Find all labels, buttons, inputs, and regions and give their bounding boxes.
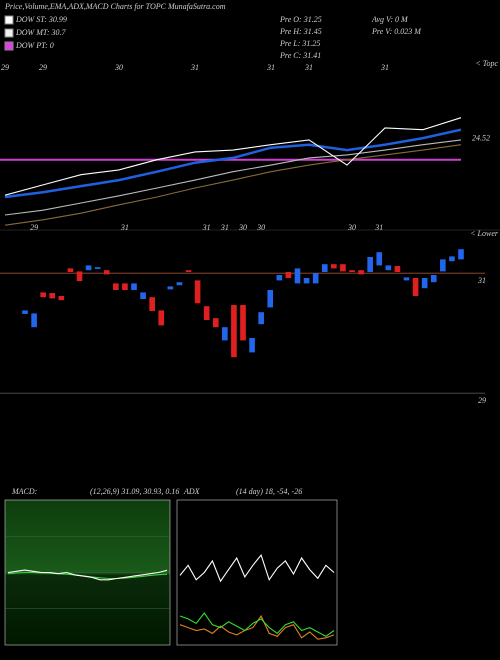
annotation: < Lower	[470, 229, 499, 238]
candle-body	[294, 268, 301, 284]
candle-body	[176, 282, 183, 286]
candle-body	[276, 275, 283, 281]
candle-body	[303, 278, 310, 284]
candle-body	[358, 270, 364, 275]
series-line	[179, 612, 335, 637]
info-text: Avg V: 0 M	[371, 15, 409, 24]
candle-body	[240, 305, 246, 341]
info-text: Pre H: 31.45	[279, 27, 322, 36]
legend-swatch	[4, 28, 14, 38]
candle-body	[403, 277, 410, 281]
candle-body	[394, 266, 401, 272]
x-tick-label: 31	[304, 63, 313, 72]
series-line	[7, 569, 168, 581]
candle-body	[231, 305, 237, 358]
legend-swatch	[4, 15, 14, 25]
info-text: Pre C: 31.41	[279, 51, 321, 60]
candle-body	[67, 268, 74, 272]
x-tick-label: 31	[374, 223, 383, 232]
candle-body	[76, 271, 83, 281]
x-tick-label: 30	[238, 223, 247, 232]
x-tick-label: 30	[347, 223, 356, 232]
series-line	[4, 117, 462, 196]
x-tick-label: 29	[1, 63, 9, 72]
y-tick-label: 24.52	[472, 134, 490, 143]
candle-body	[22, 310, 28, 314]
candle-body	[385, 265, 392, 271]
x-tick-label: 31	[120, 223, 129, 232]
panel-title: MACD:	[11, 487, 38, 496]
candle-body	[203, 306, 210, 320]
x-tick-label: 29	[30, 223, 38, 232]
page-title: Price,Volume,EMA,ADX,MACD Charts for TOP…	[4, 2, 226, 11]
candle-body	[285, 272, 292, 278]
series-line	[179, 614, 335, 640]
candle-body	[340, 264, 346, 272]
candle-body	[222, 327, 228, 341]
legend-label: DOW ST: 30.99	[15, 15, 67, 24]
candle-body	[458, 249, 464, 260]
legend-swatch	[4, 41, 14, 51]
info-text: Pre L: 31.25	[279, 39, 320, 48]
x-tick-label: 31	[220, 223, 229, 232]
x-tick-label: 30	[256, 223, 265, 232]
candle-body	[331, 264, 337, 269]
candle-body	[49, 293, 56, 299]
info-text: Pre O: 31.25	[279, 15, 322, 24]
candle-body	[321, 264, 328, 272]
candle-body	[430, 275, 437, 283]
panel-title: ADX	[183, 487, 201, 496]
x-tick-label: 31	[190, 63, 199, 72]
candle-body	[449, 256, 455, 262]
series-line	[4, 128, 462, 199]
x-tick-label: 31	[266, 63, 275, 72]
candle-body	[267, 290, 274, 308]
y-tick-label: 29	[478, 396, 486, 405]
y-tick-label: 31	[477, 276, 486, 285]
candle-body	[185, 270, 192, 272]
candle-body	[212, 318, 219, 328]
series-line	[179, 553, 335, 583]
x-tick-label: 29	[39, 63, 47, 72]
candle-body	[158, 310, 165, 326]
candle-body	[122, 283, 128, 290]
x-tick-label: 31	[202, 223, 211, 232]
candle-body	[421, 278, 428, 289]
candle-body	[167, 286, 174, 290]
legend-label: DOW MT: 30.7	[15, 28, 67, 37]
x-tick-label: 30	[114, 63, 123, 72]
candle-body	[103, 270, 110, 275]
candle-body	[258, 312, 264, 325]
candle-body	[412, 278, 419, 296]
candle-body	[40, 292, 46, 298]
candle-body	[113, 283, 119, 290]
candle-body	[367, 257, 373, 272]
annotation: < Topc	[475, 59, 498, 68]
candle-body	[149, 297, 155, 311]
candle-body	[31, 313, 37, 328]
series-line	[4, 144, 462, 226]
candle-body	[140, 292, 146, 299]
info-text: Pre V: 0.023 M	[371, 27, 422, 36]
candle-body	[58, 296, 65, 301]
candle-body	[131, 283, 137, 290]
candle-body	[194, 280, 201, 304]
candle-body	[312, 273, 319, 284]
series-line	[4, 139, 462, 216]
candle-body	[94, 267, 101, 269]
candle-body	[85, 265, 92, 271]
candle-body	[376, 252, 383, 266]
panel-subtitle: (12,26,9) 31.09, 30.93, 0.16	[90, 487, 179, 496]
candle-body	[349, 270, 355, 272]
panel-subtitle: (14 day) 18, -54, -26	[236, 487, 302, 496]
x-tick-label: 31	[380, 63, 389, 72]
candle-body	[249, 338, 255, 353]
legend-label: DOW PT: 0	[15, 41, 54, 50]
candle-body	[440, 259, 446, 272]
